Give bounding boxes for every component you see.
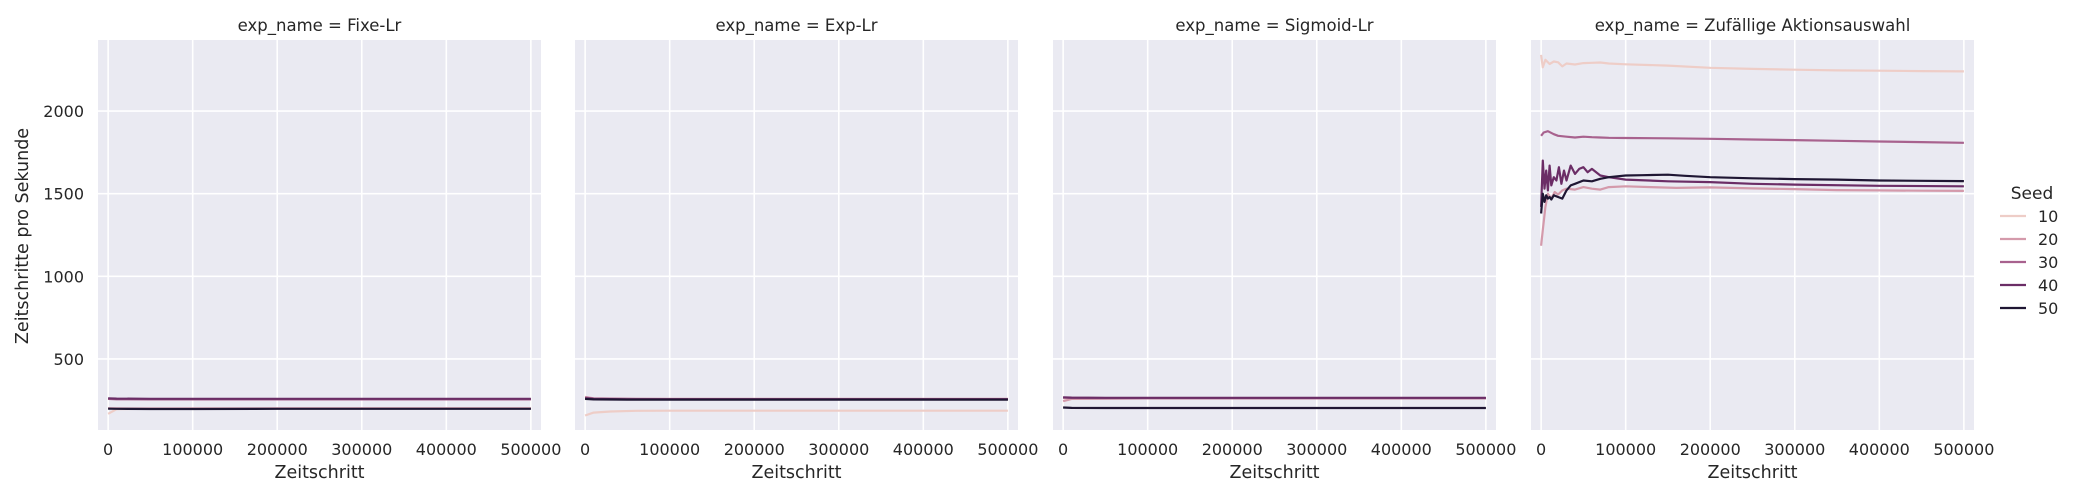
- series-line-seed-10: [584, 409, 1008, 417]
- y-tick-label: 1500: [43, 185, 84, 204]
- x-tick-label: 300000: [331, 440, 392, 459]
- x-tick-label: 300000: [808, 440, 869, 459]
- facet-panel: exp_name = Zufällige Aktionsauswahl 0 1000…: [1531, 16, 1994, 483]
- x-axis-label: Zeitschritt: [274, 463, 364, 483]
- x-tick-label: 100000: [1595, 440, 1656, 459]
- plot-area: [98, 40, 541, 430]
- facet-title: exp_name = Fixe-Lr: [238, 16, 402, 36]
- x-tick-label: 100000: [639, 440, 700, 459]
- x-tick-label: 200000: [724, 440, 785, 459]
- legend-item: 50: [2000, 299, 2058, 318]
- legend-items: 10 20 30 40 50: [2000, 207, 2058, 318]
- x-tick-label: 400000: [1849, 440, 1910, 459]
- legend-item: 40: [2000, 276, 2058, 295]
- x-tick-label: 0: [103, 440, 113, 459]
- plot-area: [1053, 40, 1496, 430]
- x-tick-label: 500000: [500, 440, 561, 459]
- series-line-seed-10: [1540, 54, 1964, 73]
- series-line-seed-40: [1063, 396, 1486, 399]
- x-axis-label: Zeitschritt: [1707, 463, 1797, 483]
- x-tick-label: 0: [1536, 440, 1546, 459]
- y-tick-label: 1000: [43, 267, 84, 286]
- x-tick-label: 200000: [1680, 440, 1741, 459]
- x-tick-label: 300000: [1286, 440, 1347, 459]
- x-tick-label: 400000: [893, 440, 954, 459]
- series-line-seed-40: [108, 397, 531, 400]
- x-tick-label: 200000: [247, 440, 308, 459]
- legend-title: Seed: [2011, 184, 2054, 204]
- series-line-seed-50: [1063, 406, 1486, 410]
- facet-title: exp_name = Zufällige Aktionsauswahl: [1595, 16, 1911, 36]
- plot-area: [575, 40, 1018, 430]
- facet-title: exp_name = Exp-Lr: [715, 16, 877, 36]
- series-line-seed-50: [585, 397, 1008, 401]
- legend-label: 10: [2038, 207, 2058, 226]
- x-tick-label: 300000: [1764, 440, 1825, 459]
- x-tick-label: 400000: [416, 440, 477, 459]
- x-tick-label: 400000: [1371, 440, 1432, 459]
- panels: exp_name = Fixe-Lr0 100000 200000 300000 400…: [43, 16, 1994, 483]
- x-tick-label: 200000: [1202, 440, 1263, 459]
- x-tick-label: 500000: [1455, 440, 1516, 459]
- legend-label: 30: [2038, 253, 2058, 272]
- plot-area: [1531, 40, 1974, 430]
- y-tick-label: 2000: [43, 102, 84, 121]
- facet-panel: exp_name = Fixe-Lr 0 100000 200000 300000 400…: [43, 16, 561, 483]
- y-axis-label: Zeitschritte pro Sekunde: [13, 128, 33, 344]
- legend-item: 10: [2000, 207, 2058, 226]
- facet-panel: exp_name = Exp-Lr 0 100000 200000 300000 4000…: [575, 16, 1038, 483]
- legend-item: 20: [2000, 230, 2058, 249]
- x-axis-label: Zeitschritt: [1229, 463, 1319, 483]
- legend: Seed 10 20 30 40 50: [2000, 184, 2058, 318]
- x-tick-label: 500000: [1933, 440, 1994, 459]
- series-line-seed-50: [1540, 173, 1964, 214]
- x-tick-label: 0: [580, 440, 590, 459]
- x-tick-label: 0: [1058, 440, 1068, 459]
- x-tick-label: 100000: [162, 440, 223, 459]
- x-tick-label: 100000: [1117, 440, 1178, 459]
- legend-label: 50: [2038, 299, 2058, 318]
- series-line-seed-40: [1540, 159, 1964, 207]
- series-line-seed-30: [1540, 130, 1964, 144]
- legend-label: 20: [2038, 230, 2058, 249]
- y-tick-label: 500: [53, 350, 84, 369]
- facet-title: exp_name = Sigmoid-Lr: [1175, 16, 1373, 36]
- legend-item: 30: [2000, 253, 2058, 272]
- x-tick-label: 500000: [977, 440, 1038, 459]
- legend-label: 40: [2038, 276, 2058, 295]
- facet-panel: exp_name = Sigmoid-Lr 0 100000 200000 300000…: [1053, 16, 1516, 483]
- x-axis-label: Zeitschritt: [751, 463, 841, 483]
